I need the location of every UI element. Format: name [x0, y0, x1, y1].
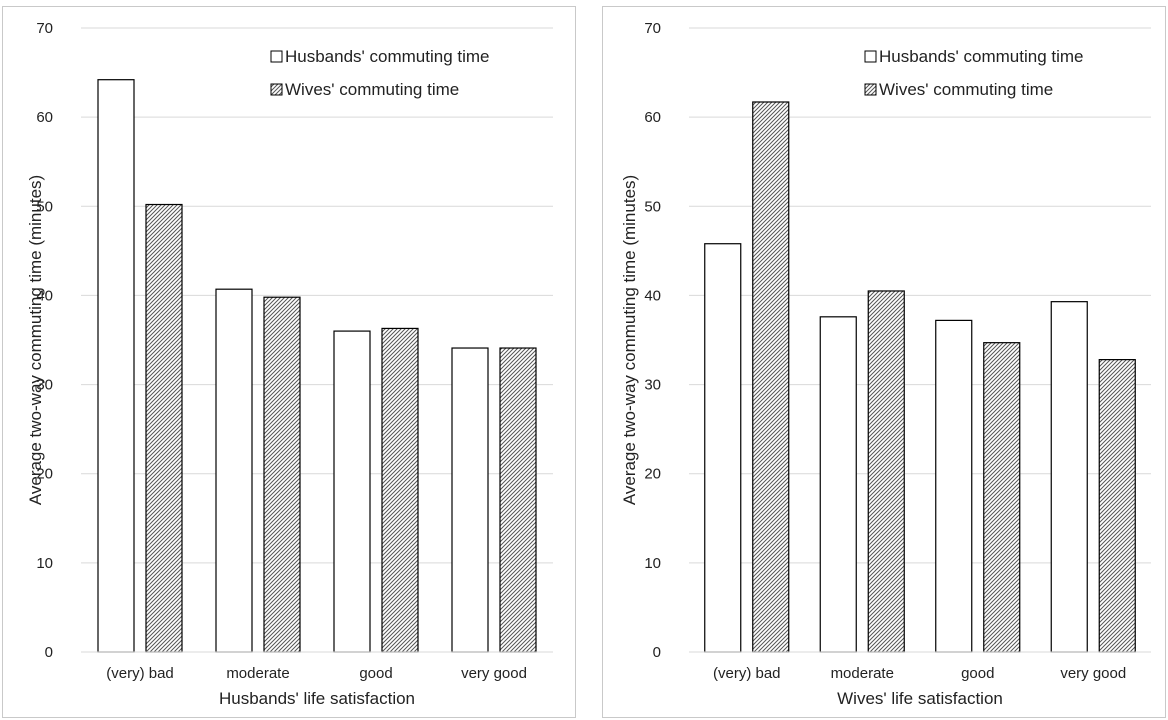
bar-wives — [145, 203, 183, 653]
legend-swatch-husbands — [864, 50, 877, 63]
y-tick-label: 70 — [644, 20, 661, 37]
bar-husbands — [451, 347, 489, 653]
bar-husbands — [935, 319, 973, 653]
y-tick-label: 40 — [644, 287, 661, 304]
y-axis-title: Average two-way commuting time (minutes) — [26, 175, 45, 505]
legend-label-wives: Wives' commuting time — [879, 80, 1053, 99]
bar-husbands — [97, 79, 135, 653]
x-tick-label: good — [961, 665, 994, 682]
bar-wives — [263, 296, 301, 653]
legend-label-wives: Wives' commuting time — [285, 80, 459, 99]
bar-wives — [752, 101, 790, 653]
legend-swatch-husbands — [270, 50, 283, 63]
legend-label-husbands: Husbands' commuting time — [879, 47, 1084, 66]
y-axis-title: Average two-way commuting time (minutes) — [620, 175, 639, 505]
x-tick-label: (very) bad — [106, 665, 174, 682]
bar-wives — [499, 347, 537, 653]
legend-swatch-wives — [864, 83, 877, 96]
x-axis-title: Husbands' life satisfaction — [219, 689, 415, 708]
bar-husbands — [819, 316, 857, 653]
bar-husbands — [215, 288, 253, 653]
y-tick-label: 0 — [653, 644, 661, 661]
x-tick-label: very good — [1060, 665, 1126, 682]
y-tick-label: 60 — [36, 109, 53, 126]
y-tick-label: 10 — [644, 555, 661, 572]
bar-husbands — [1050, 301, 1088, 653]
x-tick-label: moderate — [831, 665, 894, 682]
y-tick-label: 70 — [36, 20, 53, 37]
x-tick-label: very good — [461, 665, 527, 682]
legend-label-husbands: Husbands' commuting time — [285, 47, 490, 66]
y-tick-label: 30 — [644, 377, 661, 394]
y-tick-label: 60 — [644, 109, 661, 126]
y-tick-label: 50 — [36, 198, 53, 215]
chart-panel-wives: 0 10 20 30 40 50 60 70 (very) bad moderate good ver… — [602, 6, 1166, 718]
x-tick-label: (very) bad — [713, 665, 781, 682]
y-tick-label: 50 — [644, 198, 661, 215]
bar-husbands — [704, 243, 742, 653]
x-tick-label: moderate — [226, 665, 289, 682]
chart-panel-husbands: 0 10 20 30 40 50 60 70 (very) bad moderate good ver… — [2, 6, 576, 718]
bar-wives — [381, 327, 419, 653]
y-tick-label: 0 — [45, 644, 53, 661]
y-tick-label: 30 — [36, 377, 53, 394]
x-tick-label: good — [359, 665, 392, 682]
legend-swatch-wives — [270, 83, 283, 96]
bar-husbands — [333, 330, 371, 653]
bar-wives — [983, 342, 1021, 653]
y-tick-label: 10 — [36, 555, 53, 572]
chart-svg-wives: 0 10 20 30 40 50 60 70 (very) bad moderate good ver… — [620, 20, 1151, 708]
x-axis-title: Wives' life satisfaction — [837, 689, 1003, 708]
bar-wives — [1098, 359, 1136, 653]
y-tick-label: 20 — [644, 466, 661, 483]
y-tick-label: 20 — [36, 466, 53, 483]
chart-svg-husbands: 0 10 20 30 40 50 60 70 (very) bad moderate good ver… — [26, 20, 553, 708]
y-tick-label: 40 — [36, 287, 53, 304]
bar-wives — [867, 290, 905, 653]
